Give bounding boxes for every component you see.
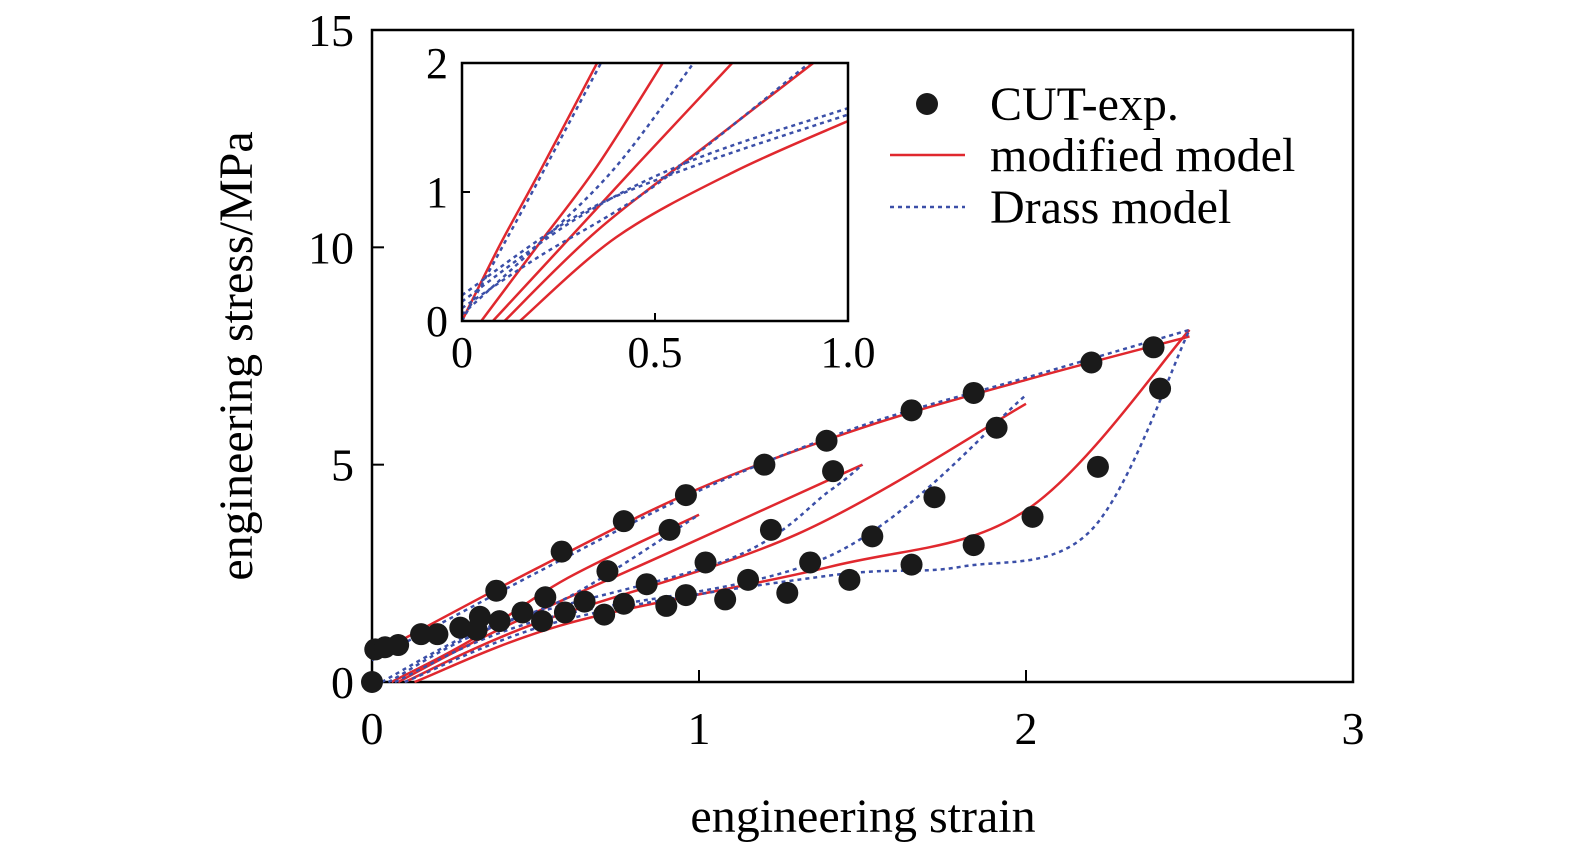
experiment-point — [985, 416, 1008, 439]
modified-model-curve — [397, 463, 864, 684]
main-plot-area — [361, 328, 1191, 693]
y-tick-label: 5 — [331, 440, 354, 491]
inset-y-tick-label: 1 — [426, 168, 448, 217]
y-tick-label: 10 — [308, 222, 354, 273]
experiment-point — [714, 588, 737, 611]
experiment-point — [511, 601, 534, 624]
inset-y-tick-label: 2 — [426, 39, 448, 88]
y-tick-label: 0 — [331, 657, 354, 708]
experiment-point — [658, 518, 681, 541]
drass-model-curve — [387, 463, 864, 684]
y-tick-label: 15 — [308, 5, 354, 56]
x-axis-label: engineering strain — [690, 790, 1035, 843]
experiment-point — [553, 601, 576, 624]
legend-marker-exp — [916, 93, 938, 115]
experiment-point — [1149, 377, 1172, 400]
experiment-point — [534, 586, 557, 609]
inset-modified-model-curve — [462, 63, 599, 321]
experiment-point — [485, 579, 508, 602]
inset-x-tick-label: 1.0 — [821, 328, 876, 377]
experiment-point — [962, 534, 985, 557]
experiment-point — [361, 671, 383, 693]
experiment-point — [488, 610, 511, 633]
inset-modified-model-curve — [503, 63, 815, 321]
modified-model-curve — [404, 402, 1027, 684]
inset-drass-model-curve — [462, 107, 848, 303]
legend-label-modified: modified model — [990, 129, 1295, 182]
inset-drass-model-curve — [462, 63, 695, 316]
experiment-point — [550, 540, 573, 563]
experiment-point — [449, 616, 472, 639]
experiment-point — [1021, 505, 1044, 528]
experiment-point — [387, 634, 410, 657]
experiment-point — [776, 581, 799, 604]
inset-x-tick-label: 0.5 — [628, 328, 683, 377]
experiment-point — [655, 594, 678, 617]
inset-chart: 0 0.5 1.0 0 1 2 — [426, 39, 876, 377]
inset-background — [462, 63, 848, 321]
experiment-point — [900, 399, 923, 422]
experiment-point — [1080, 351, 1103, 374]
experiment-point — [861, 525, 884, 548]
drass-model-curve — [394, 394, 1027, 684]
modified-model-curve — [391, 513, 700, 684]
experiment-point — [799, 551, 822, 574]
inset-drass-model-curve — [462, 113, 848, 297]
legend-label-drass: Drass model — [990, 181, 1231, 234]
experiment-point — [753, 453, 776, 476]
experiment-point — [759, 518, 782, 541]
inset-x-tick-label: 0 — [451, 328, 473, 377]
inset-drass-model-curve — [462, 63, 603, 321]
experiment-point — [1142, 336, 1165, 359]
experiment-point — [596, 560, 619, 583]
inset-plot-area — [462, 63, 848, 321]
experiment-point — [465, 618, 488, 641]
experiment-point — [737, 568, 760, 591]
experiment-point — [838, 568, 861, 591]
experiment-point — [674, 484, 697, 507]
drass-model-curve — [371, 328, 1190, 662]
y-axis-label: engineering stress/MPa — [210, 131, 263, 580]
modified-model-curve — [414, 329, 1191, 684]
experiment-point — [635, 573, 658, 596]
x-tick-label: 3 — [1342, 703, 1365, 754]
experiment-point — [612, 592, 635, 615]
drass-model-curve — [381, 513, 700, 684]
experiment-point — [900, 553, 923, 576]
inset-modified-model-curve — [480, 63, 664, 321]
x-tick-label: 2 — [1015, 703, 1038, 754]
experiment-point — [612, 510, 635, 533]
experiment-point — [815, 429, 838, 452]
experiment-point — [426, 623, 449, 646]
experiment-point — [694, 551, 717, 574]
x-tick-label: 0 — [361, 703, 384, 754]
experiment-point — [410, 623, 433, 646]
experiment-point — [962, 381, 985, 404]
modified-model-curve — [371, 335, 1190, 658]
experiment-point — [674, 584, 697, 607]
experiment-point — [593, 603, 616, 626]
experiment-point — [1086, 455, 1109, 478]
inset-drass-model-curve — [462, 63, 811, 310]
experiment-point — [573, 590, 596, 613]
experiment-point — [923, 486, 946, 509]
inset-y-tick-label: 0 — [426, 297, 448, 346]
plot-frame — [370, 28, 1355, 684]
experiment-point — [822, 460, 845, 483]
legend-label-exp: CUT-exp. — [990, 78, 1179, 131]
inset-modified-model-curve — [519, 119, 848, 321]
experiment-point — [531, 610, 554, 633]
x-tick-label: 1 — [688, 703, 711, 754]
